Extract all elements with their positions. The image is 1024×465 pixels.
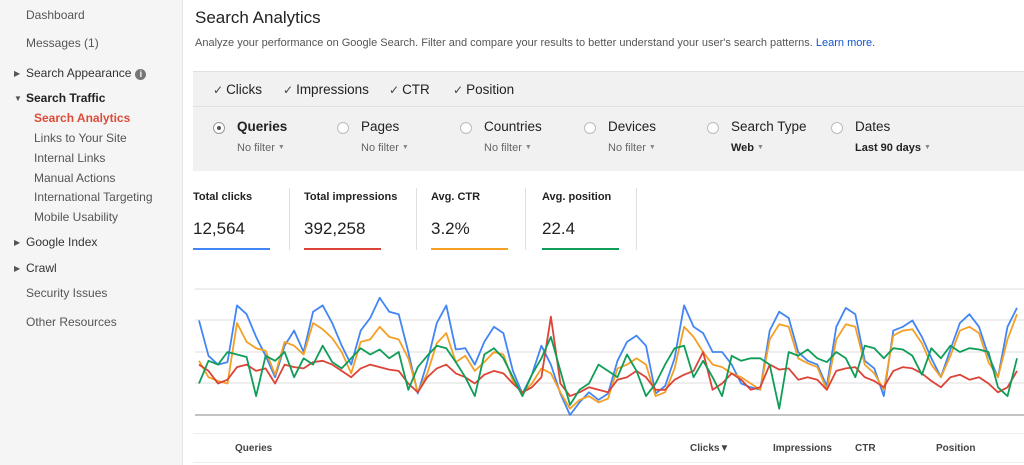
caret-down-icon: ▼ (277, 144, 285, 151)
clicks-checkbox[interactable]: ✓ Clicks (213, 82, 262, 97)
sidebar-item-dashboard[interactable]: Dashboard (26, 8, 85, 22)
series-line-3 (198, 336, 1018, 410)
divider (525, 188, 526, 250)
series-line-0 (198, 296, 1018, 416)
sidebar-item-international-targeting[interactable]: International Targeting (34, 190, 153, 204)
total-label: Total impressions (304, 191, 398, 203)
column-header-impressions[interactable]: Impressions (773, 443, 832, 454)
group-filter-dropdown[interactable]: No filter ▼ (361, 142, 409, 154)
total-value: 3.2% (431, 219, 470, 238)
series-color-underline (431, 248, 508, 250)
caret-down-icon: ▼ (648, 144, 656, 151)
checkbox-label: Clicks (226, 82, 263, 97)
caret-down-icon: ▼ (757, 144, 764, 151)
sidebar-item-label: Google Index (26, 235, 98, 249)
divider (416, 188, 417, 250)
group-label: Countries (484, 119, 542, 134)
results-table-header: Queries Clicks▼ Impressions CTR Position (193, 433, 1024, 463)
expand-triangle-icon: ▶ (14, 69, 21, 78)
sidebar-item-mobile-usability[interactable]: Mobile Usability (34, 210, 119, 224)
checkmark-icon: ✓ (213, 83, 224, 97)
collapse-triangle-icon: ▼ (14, 94, 22, 103)
search-type-dropdown[interactable]: Web ▼ (731, 142, 764, 154)
totals-summary: Total clicks 12,564 Total impressions 39… (193, 181, 653, 256)
total-value: 12,564 (193, 219, 245, 238)
total-label: Avg. CTR (431, 191, 481, 203)
divider (636, 188, 637, 250)
total-label: Total clicks (193, 191, 253, 203)
checkbox-label: Impressions (296, 82, 369, 97)
total-value: 22.4 (542, 219, 576, 238)
series-color-underline (542, 248, 619, 250)
radio-selected-icon[interactable] (213, 122, 225, 134)
radio-icon[interactable] (337, 122, 349, 134)
group-label: Dates (855, 119, 891, 134)
group-label: Pages (361, 119, 400, 134)
sidebar-item-manual-actions[interactable]: Manual Actions (34, 171, 116, 185)
performance-line-chart[interactable] (195, 285, 1024, 425)
page-description: Analyze your performance on Google Searc… (195, 37, 875, 49)
expand-triangle-icon: ▶ (14, 238, 21, 247)
column-header-queries[interactable]: Queries (235, 443, 273, 454)
sidebar-item-label: Search Traffic (26, 91, 106, 105)
group-label: Devices (608, 119, 657, 134)
sidebar-item-search-traffic[interactable]: ▼ Search Traffic (14, 91, 105, 105)
divider (289, 188, 290, 250)
checkmark-icon: ✓ (389, 83, 400, 97)
group-filter-dropdown[interactable]: No filter ▼ (484, 142, 532, 154)
group-filter-dropdown[interactable]: No filter ▼ (608, 142, 656, 154)
position-checkbox[interactable]: ✓ Position (453, 82, 514, 97)
chart-series (198, 296, 1018, 416)
group-label: Queries (237, 119, 288, 134)
radio-icon[interactable] (707, 122, 719, 134)
radio-icon[interactable] (584, 122, 596, 134)
sidebar-item-search-analytics[interactable]: Search Analytics (34, 111, 131, 125)
column-header-ctr[interactable]: CTR (855, 443, 876, 454)
learn-more-link[interactable]: Learn more. (815, 37, 876, 49)
caret-down-icon: ▼ (524, 144, 532, 151)
column-header-position[interactable]: Position (936, 443, 976, 454)
sidebar: Dashboard Messages (1) ▶ Search Appearanc… (0, 0, 183, 465)
impressions-checkbox[interactable]: ✓ Impressions (283, 82, 369, 97)
sidebar-item-google-index[interactable]: ▶ Google Index (14, 235, 97, 249)
checkmark-icon: ✓ (453, 83, 464, 97)
sidebar-item-label: Search Appearance (26, 66, 132, 80)
radio-icon[interactable] (460, 122, 472, 134)
sidebar-item-internal-links[interactable]: Internal Links (34, 151, 106, 165)
checkmark-icon: ✓ (283, 83, 294, 97)
page-title: Search Analytics (195, 8, 321, 27)
series-line-2 (198, 315, 1018, 397)
ctr-checkbox[interactable]: ✓ CTR (389, 82, 430, 97)
series-color-underline (193, 248, 270, 250)
column-header-clicks[interactable]: Clicks▼ (690, 443, 730, 454)
sidebar-item-messages[interactable]: Messages (1) (26, 36, 99, 50)
sidebar-item-other-resources[interactable]: Other Resources (26, 315, 117, 329)
series-color-underline (304, 248, 381, 250)
dates-dropdown[interactable]: Last 90 days ▼ (855, 142, 931, 154)
chart-grid (195, 288, 1024, 416)
radio-icon[interactable] (831, 122, 843, 134)
caret-down-icon: ▼ (401, 144, 409, 151)
sidebar-item-links-to-your-site[interactable]: Links to Your Site (34, 131, 127, 145)
group-filter-dropdown[interactable]: No filter ▼ (237, 142, 285, 154)
caret-down-icon: ▼ (924, 144, 931, 151)
sidebar-item-label: Crawl (26, 261, 57, 275)
description-text: Analyze your performance on Google Searc… (195, 37, 813, 49)
sidebar-item-crawl[interactable]: ▶ Crawl (14, 261, 57, 275)
checkbox-label: CTR (402, 82, 430, 97)
metric-selector-bar: ✓ Clicks ✓ Impressions ✓ CTR ✓ Position (193, 71, 1024, 107)
grouping-filter-bar: Queries No filter ▼ Pages No filter ▼ Coun… (193, 107, 1024, 171)
sidebar-item-security-issues[interactable]: Security Issues (26, 286, 108, 300)
sidebar-item-search-appearance[interactable]: ▶ Search Appearance i (14, 66, 147, 80)
total-value: 392,258 (304, 219, 366, 238)
info-icon[interactable]: i (135, 69, 147, 80)
group-label: Search Type (731, 119, 807, 134)
expand-triangle-icon: ▶ (14, 264, 21, 273)
checkbox-label: Position (466, 82, 515, 97)
main-content: Search Analytics Analyze your performanc… (183, 0, 1024, 465)
total-label: Avg. position (542, 191, 612, 203)
